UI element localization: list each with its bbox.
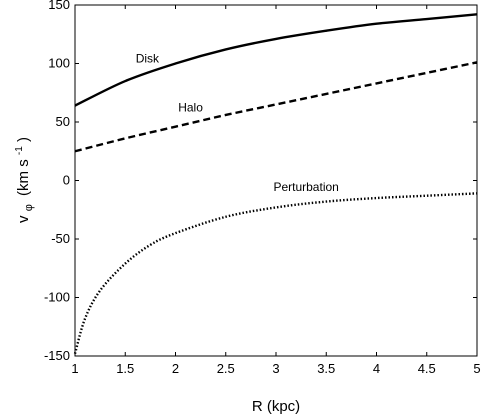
y-tick-label: -50 (51, 231, 70, 246)
x-axis-label: R (kpc) (252, 398, 300, 415)
series-line-disk (74, 13, 478, 107)
y-tick-label: 100 (48, 56, 70, 71)
y-tick-label: -100 (44, 290, 70, 305)
y-tick-label: 0 (63, 173, 70, 188)
series-line-halo (74, 61, 478, 153)
y-axis-label-units-sup: -1 (14, 146, 25, 155)
x-tick-label: 4 (373, 361, 380, 376)
x-tick-label: 1 (71, 361, 78, 376)
x-tick-label: 4.5 (418, 361, 436, 376)
y-axis-label-units: (km s (15, 159, 32, 196)
annotation-halo: Halo (178, 100, 203, 114)
annotation-disk: Disk (136, 51, 160, 65)
x-tick-label: 3.5 (317, 361, 335, 376)
x-tick-label: 2 (172, 361, 179, 376)
y-tick-label: 150 (48, 0, 70, 12)
ticks: 1 1.5 2 2.5 3 3.5 4 4.5 5 -150 -100 -50 0 50 100 150 (44, 0, 481, 376)
x-tick-label: 2.5 (217, 361, 235, 376)
x-tick-label: 5 (473, 361, 480, 376)
annotation-perturbation: Perturbation (273, 180, 338, 194)
x-tick-label: 1.5 (116, 361, 134, 376)
annotations-group: Disk Halo Perturbation (136, 51, 339, 194)
y-tick-label: -150 (44, 348, 70, 363)
y-axis-label-main: v (15, 215, 32, 223)
y-tick-label: 50 (56, 114, 70, 129)
y-axis-label-units-close: ) (15, 137, 32, 142)
x-tick-label: 3 (272, 361, 279, 376)
series-group (73, 13, 478, 354)
y-axis-label: v φ (km s -1 ) (9, 137, 36, 223)
y-axis-label-sub: φ (23, 204, 35, 211)
series-line-perturbation (73, 192, 478, 354)
